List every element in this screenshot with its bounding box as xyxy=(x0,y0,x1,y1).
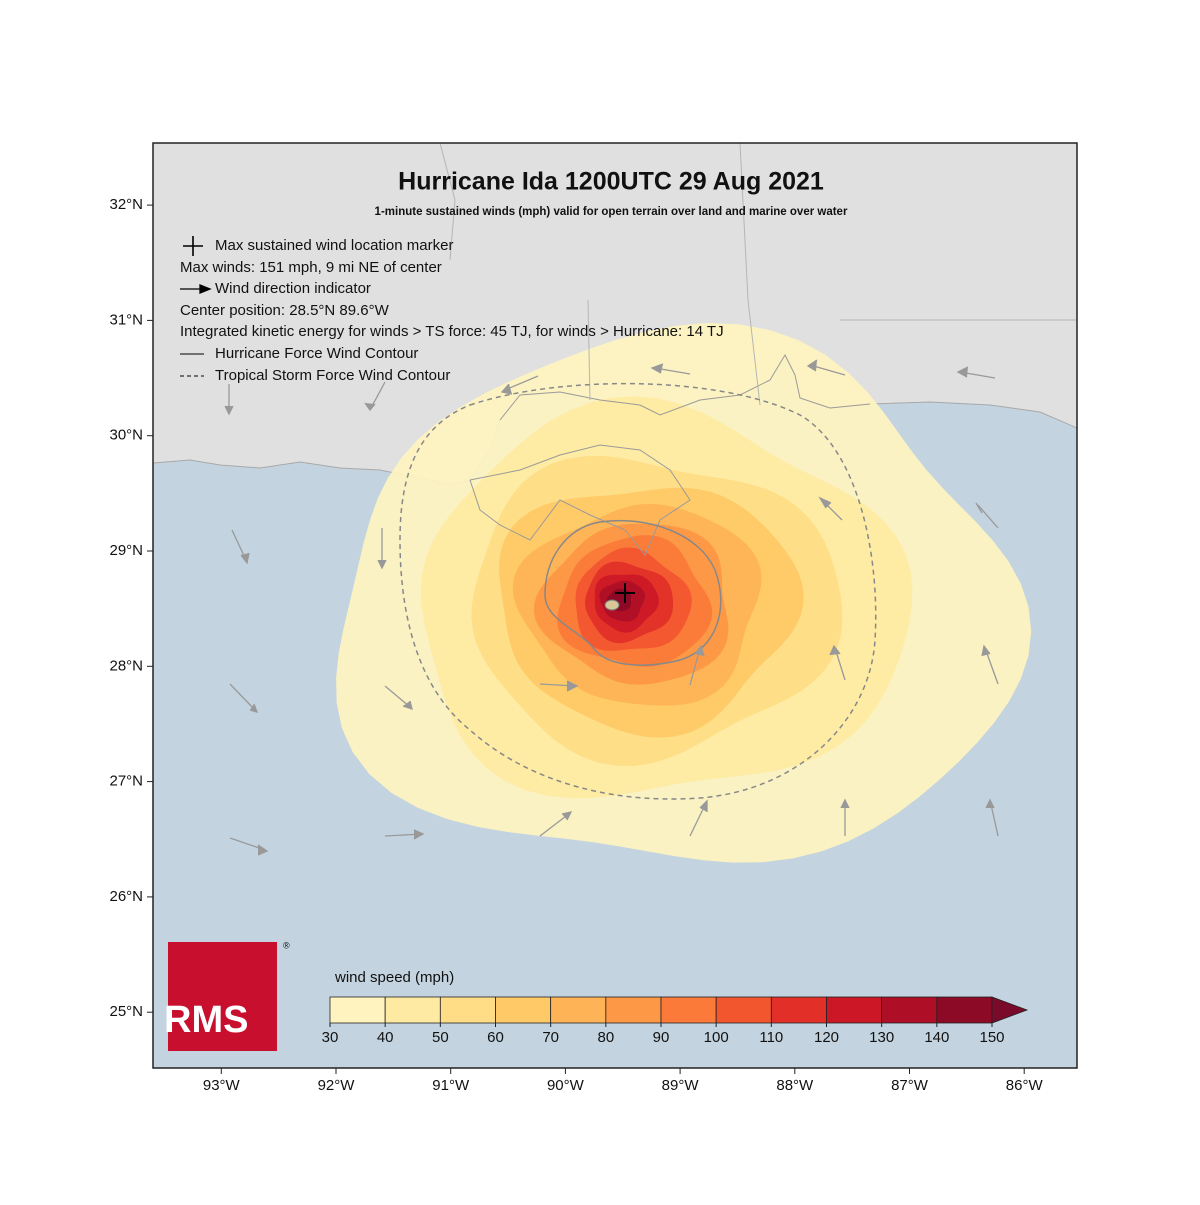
legend-entry: Tropical Storm Force Wind Contour xyxy=(215,367,450,384)
lat-tick-label: 28°N xyxy=(109,657,143,674)
colorbar-segment xyxy=(439,996,496,1024)
subtitle: 1-minute sustained winds (mph) valid for… xyxy=(375,206,848,218)
colorbar-tick-label: 150 xyxy=(979,1029,1004,1046)
colorbar-extend xyxy=(991,996,1029,1024)
lat-tick-label: 30°N xyxy=(109,427,143,444)
wind-swath xyxy=(336,323,1032,863)
lat-tick-label: 31°N xyxy=(109,311,143,328)
colorbar-segment xyxy=(660,996,717,1024)
lon-tick-label: 90°W xyxy=(547,1077,585,1094)
logo-mark: ® xyxy=(283,940,290,950)
coastline xyxy=(469,353,871,556)
colorbar-tick-label: 140 xyxy=(924,1029,949,1046)
colorbar-tick-label: 120 xyxy=(814,1029,839,1046)
colorbar-tick-label: 130 xyxy=(869,1029,894,1046)
wind-arrows xyxy=(224,359,999,856)
lon-tick-label: 88°W xyxy=(776,1077,814,1094)
colorbar-tick-label: 110 xyxy=(759,1029,783,1046)
legend-marker-icon xyxy=(183,236,203,256)
colorbar: 30 40 50 60 70 80 90 100 110 120 130 140 150 xyxy=(322,996,1029,1046)
colorbar-segment xyxy=(329,996,386,1024)
lon-tick-label: 93°W xyxy=(203,1077,241,1094)
legend-entry: Hurricane Force Wind Contour xyxy=(215,345,418,362)
max-wind-marker xyxy=(615,583,635,603)
colorbar-segment xyxy=(384,996,441,1024)
colorbar-segment xyxy=(881,996,938,1024)
lon-tick-label: 87°W xyxy=(891,1077,929,1094)
logo xyxy=(168,942,277,1051)
lon-tick-label: 91°W xyxy=(432,1077,470,1094)
colorbar-segment xyxy=(715,996,772,1024)
colorbar-segment xyxy=(770,996,827,1024)
colorbar-tick-label: 90 xyxy=(653,1029,670,1046)
colorbar-tick-label: 80 xyxy=(597,1029,614,1046)
colorbar-tick-label: 50 xyxy=(432,1029,449,1046)
colorbar-tick-label: 70 xyxy=(542,1029,559,1046)
legend-entry: Max winds: 151 mph, 9 mi NE of center xyxy=(180,259,442,276)
hurricane-contour xyxy=(544,519,722,666)
colorbar-segment xyxy=(605,996,662,1024)
legend-entry: Max sustained wind location marker xyxy=(215,237,453,254)
lon-tick-label: 89°W xyxy=(662,1077,700,1094)
center-marker xyxy=(604,599,620,611)
title: Hurricane Ida 1200UTC 29 Aug 2021 xyxy=(398,168,824,196)
logo-text: RMS xyxy=(164,999,248,1041)
lat-tick-label: 29°N xyxy=(109,542,143,559)
colorbar-segment xyxy=(495,996,552,1024)
legend-entry: Center position: 28.5°N 89.6°W xyxy=(180,302,390,319)
legend-arrow-icon xyxy=(180,284,212,294)
lat-tick-label: 26°N xyxy=(109,888,143,905)
colorbar-tick-label: 40 xyxy=(377,1029,394,1046)
state-border xyxy=(439,143,1077,406)
lon-tick-label: 86°W xyxy=(1006,1077,1044,1094)
lat-tick-label: 32°N xyxy=(109,196,143,213)
lat-tick-label: 25°N xyxy=(109,1003,143,1020)
legend-entry: Wind direction indicator xyxy=(215,280,371,297)
colorbar-segment xyxy=(550,996,607,1024)
map-frame xyxy=(152,142,1078,1069)
colorbar-tick-label: 60 xyxy=(487,1029,504,1046)
lat-tick-label: 27°N xyxy=(109,773,143,790)
colorbar-tick-label: 100 xyxy=(704,1029,729,1046)
colorbar-segment xyxy=(826,996,883,1024)
map-area xyxy=(153,143,1077,1068)
legend-entry: Integrated kinetic energy for winds > TS… xyxy=(180,323,724,340)
colorbar-label: wind speed (mph) xyxy=(334,969,454,986)
colorbar-tick-label: 30 xyxy=(322,1029,339,1046)
colorbar-segment xyxy=(936,996,993,1024)
lon-tick-label: 92°W xyxy=(318,1077,356,1094)
